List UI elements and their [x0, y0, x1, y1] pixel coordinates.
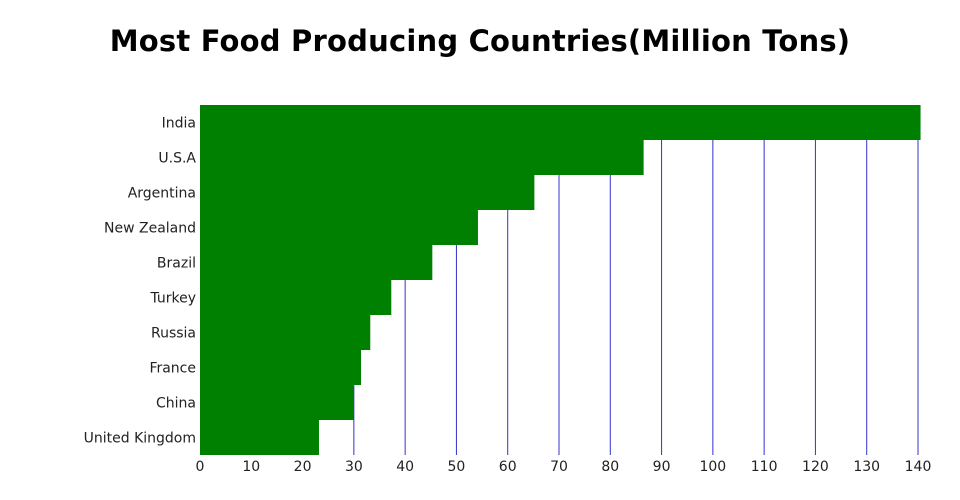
y-tick-label-france: France [149, 361, 196, 377]
x-tick-label-90: 90 [653, 459, 671, 475]
x-tick-label-60: 60 [499, 459, 517, 475]
y-tick-label-new-zealand: New Zealand [104, 221, 196, 237]
bar-argentina [200, 175, 535, 210]
x-tick-label-140: 140 [905, 459, 932, 475]
x-tick-label-20: 20 [294, 459, 312, 475]
x-tick-label-120: 120 [802, 459, 829, 475]
x-tick-label-50: 50 [448, 459, 466, 475]
y-axis-labels: India U.S.A Argentina New Zealand Brazil Turk… [84, 116, 197, 447]
bar-new-zealand [200, 210, 478, 245]
y-tick-label-india: India [162, 116, 196, 132]
x-tick-label-110: 110 [751, 459, 778, 475]
x-tick-label-130: 130 [853, 459, 880, 475]
x-tick-label-0: 0 [196, 459, 205, 475]
x-tick-label-80: 80 [601, 459, 619, 475]
x-tick-label-40: 40 [396, 459, 414, 475]
y-tick-label-argentina: Argentina [128, 186, 196, 202]
bar-u-s-a [200, 140, 644, 175]
y-tick-label-u-s-a: U.S.A [158, 151, 196, 167]
y-tick-label-russia: Russia [151, 326, 196, 342]
bar-france [200, 350, 362, 385]
y-tick-label-china: China [156, 396, 196, 412]
y-tick-label-turkey: Turkey [149, 291, 196, 307]
bar-china [200, 385, 354, 420]
x-tick-label-10: 10 [242, 459, 260, 475]
x-tick-label-70: 70 [550, 459, 568, 475]
x-tick-label-30: 30 [345, 459, 363, 475]
bars [200, 105, 921, 455]
bar-india [200, 105, 921, 140]
chart-title: Most Food Producing Countries(Million To… [109, 24, 851, 58]
bar-united-kingdom [200, 420, 319, 455]
y-tick-label-brazil: Brazil [157, 256, 196, 272]
bar-brazil [200, 245, 433, 280]
x-tick-label-100: 100 [699, 459, 726, 475]
bar-russia [200, 315, 371, 350]
y-tick-label-united-kingdom: United Kingdom [84, 431, 196, 447]
bar-turkey [200, 280, 392, 315]
x-axis-labels: 0 10 20 30 40 50 60 70 80 90 100 110 120 130 140 [196, 459, 932, 475]
